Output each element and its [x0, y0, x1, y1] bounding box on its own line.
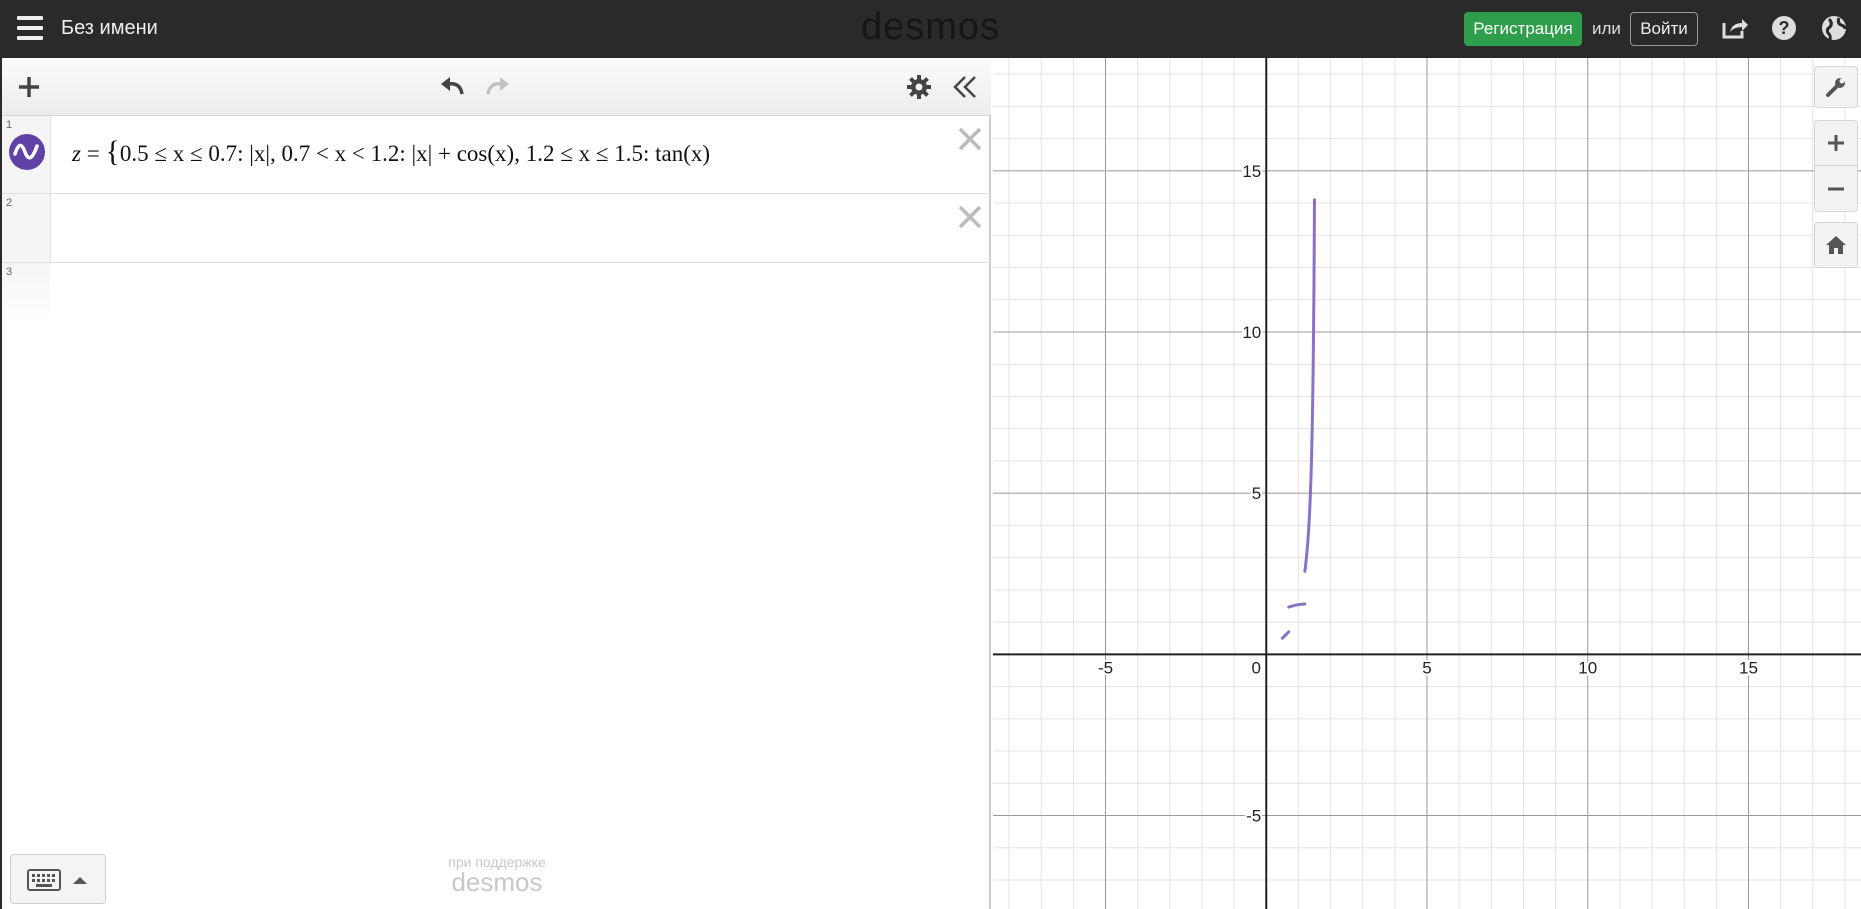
graph-paper[interactable]: -5 0 5 10 15 15 10 5 -5	[993, 58, 1861, 909]
graph-color-toggle-icon[interactable]	[8, 133, 46, 176]
undo-icon[interactable]	[438, 74, 466, 103]
zoom-out-icon[interactable]	[1814, 166, 1858, 212]
settings-gear-icon[interactable]	[906, 74, 932, 105]
expr-eq: =	[86, 141, 100, 166]
default-viewport-home-icon[interactable]	[1814, 222, 1858, 268]
function-curve-segment[interactable]	[1303, 198, 1316, 573]
globe-icon[interactable]	[1820, 14, 1848, 42]
delete-expression-icon[interactable]	[957, 204, 983, 230]
zoom-in-icon[interactable]	[1814, 120, 1858, 166]
expression-gutter: 3	[2, 263, 50, 323]
hamburger-menu-icon[interactable]	[17, 16, 43, 40]
y-tick-label: 15	[1242, 162, 1261, 181]
piece-1-condition: 0.5 ≤ x ≤ 0.7:	[119, 141, 244, 166]
x-tick-label: 10	[1578, 658, 1597, 677]
expression-row[interactable]: 3	[2, 263, 991, 323]
expression-input[interactable]: z = {0.5 ≤ x ≤ 0.7: |x|, 0.7 < x < 1.2: …	[72, 135, 711, 168]
login-button[interactable]: Войти	[1630, 12, 1698, 46]
expression-gutter: 2	[2, 194, 51, 262]
piece-3-condition: 1.2 ≤ x ≤ 1.5:	[525, 141, 650, 166]
y-tick-label: 10	[1242, 323, 1261, 342]
delete-expression-icon[interactable]	[957, 126, 983, 152]
svg-text:?: ?	[1779, 18, 1790, 38]
x-tick-label: 0	[1252, 658, 1261, 677]
function-curve-segment[interactable]	[1287, 602, 1307, 609]
add-item-icon[interactable]	[16, 74, 42, 105]
keypad-toggle-button[interactable]	[10, 854, 106, 904]
piece-2-value: |x| + cos(x),	[411, 141, 520, 166]
or-label: или	[1592, 19, 1621, 38]
x-tick-label: 5	[1422, 658, 1431, 677]
expression-row[interactable]: 2	[2, 194, 991, 263]
signup-button[interactable]: Регистрация	[1464, 12, 1582, 46]
powered-by-logo: desmos	[451, 867, 543, 897]
expression-gutter: 1	[2, 116, 51, 193]
expression-number: 2	[6, 197, 13, 209]
powered-by-label: при поддержке	[448, 854, 546, 870]
expression-panel: 1 z = {0.5 ≤ x ≤ 0.7: |x|, 0.7 < x < 1.2…	[0, 58, 991, 909]
graph-settings-wrench-icon[interactable]	[1814, 66, 1858, 108]
graph-title[interactable]: Без имени	[61, 17, 158, 39]
expr-lhs: z	[72, 141, 81, 166]
powered-by-desmos: при поддержке desmos	[442, 854, 552, 897]
help-icon[interactable]: ?	[1770, 14, 1798, 42]
share-icon[interactable]	[1720, 14, 1748, 42]
y-tick-label: -5	[1246, 807, 1261, 826]
expression-number: 3	[6, 266, 13, 278]
expression-toolbar	[2, 58, 991, 116]
y-tick-label: 5	[1252, 484, 1261, 503]
top-bar: Без имени desmos Регистрация или Войти ?	[0, 0, 1861, 58]
expression-number: 1	[6, 119, 13, 131]
collapse-panel-icon[interactable]	[952, 74, 978, 105]
graph-canvas[interactable]: -5 0 5 10 15 15 10 5 -5	[993, 58, 1861, 909]
expression-list: 1 z = {0.5 ≤ x ≤ 0.7: |x|, 0.7 < x < 1.2…	[2, 116, 991, 323]
x-tick-label: 15	[1739, 658, 1758, 677]
x-tick-label: -5	[1098, 658, 1113, 677]
piece-3-value: tan(x)	[655, 141, 711, 166]
piece-1-value: |x|,	[249, 141, 276, 166]
function-curve-segment[interactable]	[1280, 630, 1291, 640]
expression-row[interactable]: 1 z = {0.5 ≤ x ≤ 0.7: |x|, 0.7 < x < 1.2…	[2, 116, 991, 194]
piece-2-condition: 0.7 < x < 1.2:	[281, 141, 406, 166]
redo-icon[interactable]	[484, 74, 512, 103]
